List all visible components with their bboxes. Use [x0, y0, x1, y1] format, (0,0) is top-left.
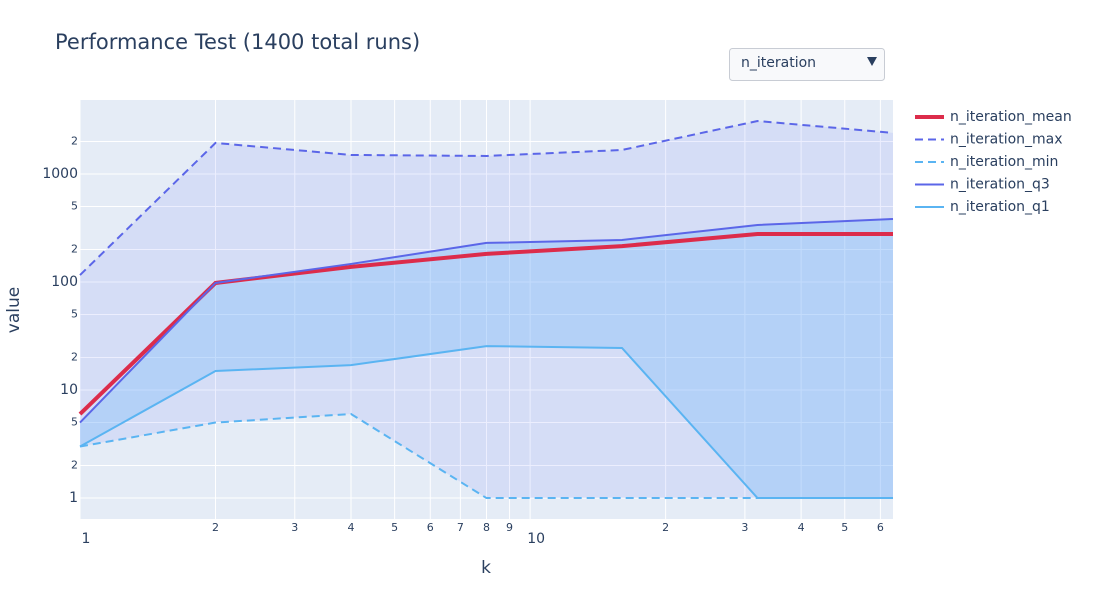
legend-label: n_iteration_q1	[950, 199, 1050, 215]
dropdown[interactable]: n_iteration	[729, 48, 885, 81]
y-tick-label: 5	[71, 308, 78, 321]
x-tick-label: 2	[662, 521, 669, 534]
dropdown-label[interactable]: n_iteration	[741, 55, 816, 71]
series-line	[79, 218, 894, 424]
dropdown-arrow[interactable]	[867, 57, 877, 66]
x-tick-label: 5	[391, 521, 398, 534]
legend: n_iteration_mean n_iteration_max n_iterati…	[915, 109, 1072, 215]
chart-title: Performance Test (1400 total runs)	[55, 30, 420, 54]
series-line	[79, 119, 894, 276]
x-tick-label: 10	[527, 531, 545, 547]
y-tick-label: 5	[71, 200, 78, 213]
y-tick-label: 2	[71, 242, 78, 255]
y-tick-label: 1	[69, 490, 78, 506]
dropdown-box[interactable]	[729, 48, 885, 81]
y-tick-label: 2	[71, 134, 78, 147]
x-tick-label: 8	[483, 521, 490, 534]
x-tick-label: 3	[741, 521, 748, 534]
fills	[80, 121, 893, 499]
y-tick-label: 5	[71, 416, 78, 429]
y-tick-label: 2	[71, 459, 78, 472]
x-tick-label: 9	[506, 521, 513, 534]
x-tick-label: 6	[877, 521, 884, 534]
y-tick-label: 100	[51, 274, 78, 290]
x-tick-label: 1	[82, 531, 91, 547]
y-tick-label: 2	[71, 351, 78, 364]
band-fill	[80, 121, 893, 499]
y-tick-label: 1000	[42, 166, 78, 182]
legend-label: n_iteration_max	[950, 132, 1063, 148]
x-tick-label: 4	[798, 521, 805, 534]
legend-label: n_iteration_mean	[950, 109, 1072, 125]
y-axis-label: value	[4, 287, 24, 333]
x-axis-label: k	[481, 558, 491, 578]
band-fill	[80, 219, 893, 499]
x-tick-label: 4	[348, 521, 355, 534]
x-tick-label: 5	[841, 521, 848, 534]
x-tick-label: 7	[457, 521, 464, 534]
legend-label: n_iteration_q3	[950, 177, 1050, 193]
x-tick-label: 6	[427, 521, 434, 534]
series-line	[79, 345, 893, 500]
y-tick-label: 10	[60, 382, 78, 398]
x-tick-label: 2	[212, 521, 219, 534]
lines	[78, 119, 894, 500]
x-tick-label: 3	[291, 521, 298, 534]
legend-label: n_iteration_min	[950, 154, 1058, 170]
